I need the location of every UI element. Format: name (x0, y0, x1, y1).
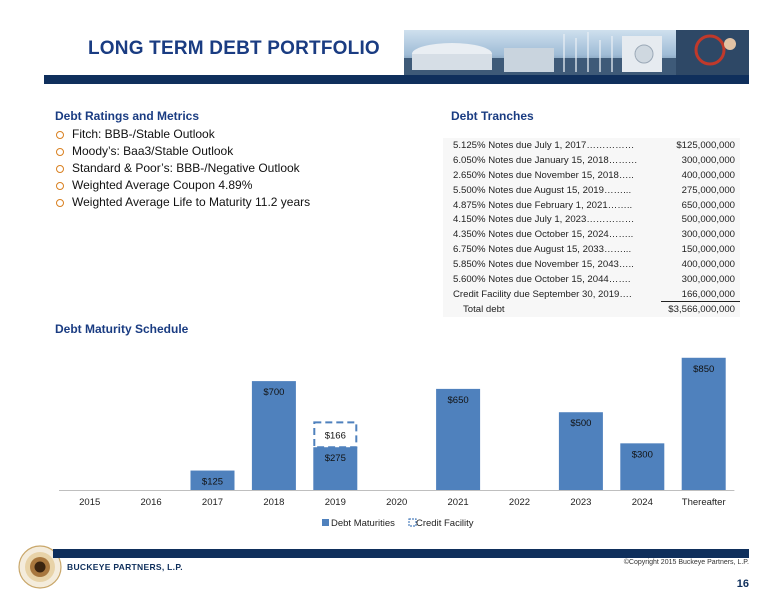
x-tick-label: 2017 (202, 497, 223, 508)
legend-swatch-credit-facility (408, 518, 417, 527)
x-tick-label: 2016 (141, 497, 162, 508)
bar-value-label: $125 (202, 477, 223, 488)
x-tick-label: Thereafter (682, 497, 726, 508)
legend-label: Debt Maturities (331, 518, 395, 529)
tranches-table: 5.125% Notes due July 1, 2017…………… $125,0… (443, 138, 740, 317)
table-row: 5.850% Notes due November 15, 2043….. 400… (453, 259, 735, 271)
bullet-icon (56, 164, 64, 173)
x-tick-label: 2022 (509, 497, 530, 508)
bullet-icon (56, 130, 64, 139)
x-tick-label: 2018 (263, 497, 284, 508)
table-row: 5.125% Notes due July 1, 2017…………… $125,0… (453, 139, 735, 151)
list-item: Standard & Poor’s: BBB-/Negative Outlook (56, 160, 310, 177)
list-item: Weighted Average Life to Maturity 11.2 y… (56, 194, 310, 211)
page-number: 16 (736, 578, 749, 590)
bar-value-label: $700 (263, 387, 284, 398)
table-row: 4.150% Notes due July 1, 2023…………… 500,00… (453, 214, 735, 226)
header-photo-strip (404, 30, 749, 75)
x-tick-label: 2020 (386, 497, 407, 508)
bullet-icon (56, 181, 64, 190)
bar-value-label: $275 (325, 453, 346, 464)
bar (436, 388, 481, 490)
schedule-heading: Debt Maturity Schedule (55, 322, 189, 336)
bullet-icon (56, 198, 64, 207)
total-row: Total debt $3,566,000,000 (463, 304, 735, 316)
list-item: Fitch: BBB-/Stable Outlook (56, 126, 310, 143)
bar-value-label: $500 (570, 418, 591, 429)
x-tick-label: 2015 (79, 497, 100, 508)
ratings-list: Fitch: BBB-/Stable Outlook Moody’s: Baa3… (56, 126, 310, 211)
tranches-heading: Debt Tranches (451, 109, 534, 123)
bar-value-label: $850 (693, 364, 714, 375)
x-tick-label: 2023 (570, 497, 591, 508)
industrial-photo-image (404, 30, 749, 75)
footer-rule (53, 549, 749, 558)
table-row: 5.500% Notes due August 15, 2019……... 275… (453, 184, 735, 196)
debt-maturity-chart: 2015 2016 2017 $125 2018 $700 2019 $275 $166 2020… (59, 357, 735, 529)
credit-facility-bar (313, 421, 358, 449)
bar (681, 357, 726, 490)
header-rule (44, 75, 749, 84)
table-row: 5.600% Notes due October 15, 2044……. 300,… (453, 273, 735, 285)
company-name: BUCKEYE PARTNERS, L.P. (67, 562, 183, 572)
list-item: Moody’s: Baa3/Stable Outlook (56, 143, 310, 160)
bar (251, 381, 296, 490)
table-row: 4.875% Notes due February 1, 2021…….. 650… (453, 199, 735, 211)
table-row: 4.350% Notes due October 15, 2024…….. 300… (453, 229, 735, 241)
bullet-icon (56, 147, 64, 156)
bar-value-label: $650 (448, 395, 469, 406)
facility-value-label: $166 (325, 430, 346, 441)
buckeye-logo-icon (18, 545, 62, 589)
table-row: 6.050% Notes due January 15, 2018……… 300,… (453, 154, 735, 166)
page-title: LONG TERM DEBT PORTFOLIO (88, 38, 380, 59)
x-tick-label: 2024 (632, 497, 653, 508)
x-tick-label: 2021 (448, 497, 469, 508)
bar (190, 470, 235, 490)
list-item: Weighted Average Coupon 4.89% (56, 177, 310, 194)
table-row: 2.650% Notes due November 15, 2018….. 400… (453, 169, 735, 181)
table-row: 6.750% Notes due August 15, 2033……... 150… (453, 244, 735, 256)
copyright-text: ©Copyright 2015 Buckeye Partners, L.P. (623, 559, 749, 566)
bar-value-label: $300 (632, 449, 653, 460)
ratings-heading: Debt Ratings and Metrics (55, 109, 200, 123)
legend-label: Credit Facility (416, 518, 474, 529)
bar (313, 447, 358, 490)
bar (558, 412, 603, 490)
legend-swatch-debt-maturities (322, 519, 329, 526)
bar (620, 443, 665, 490)
table-row: Credit Facility due September 30, 2019….… (443, 286, 740, 303)
x-tick-label: 2019 (325, 497, 346, 508)
